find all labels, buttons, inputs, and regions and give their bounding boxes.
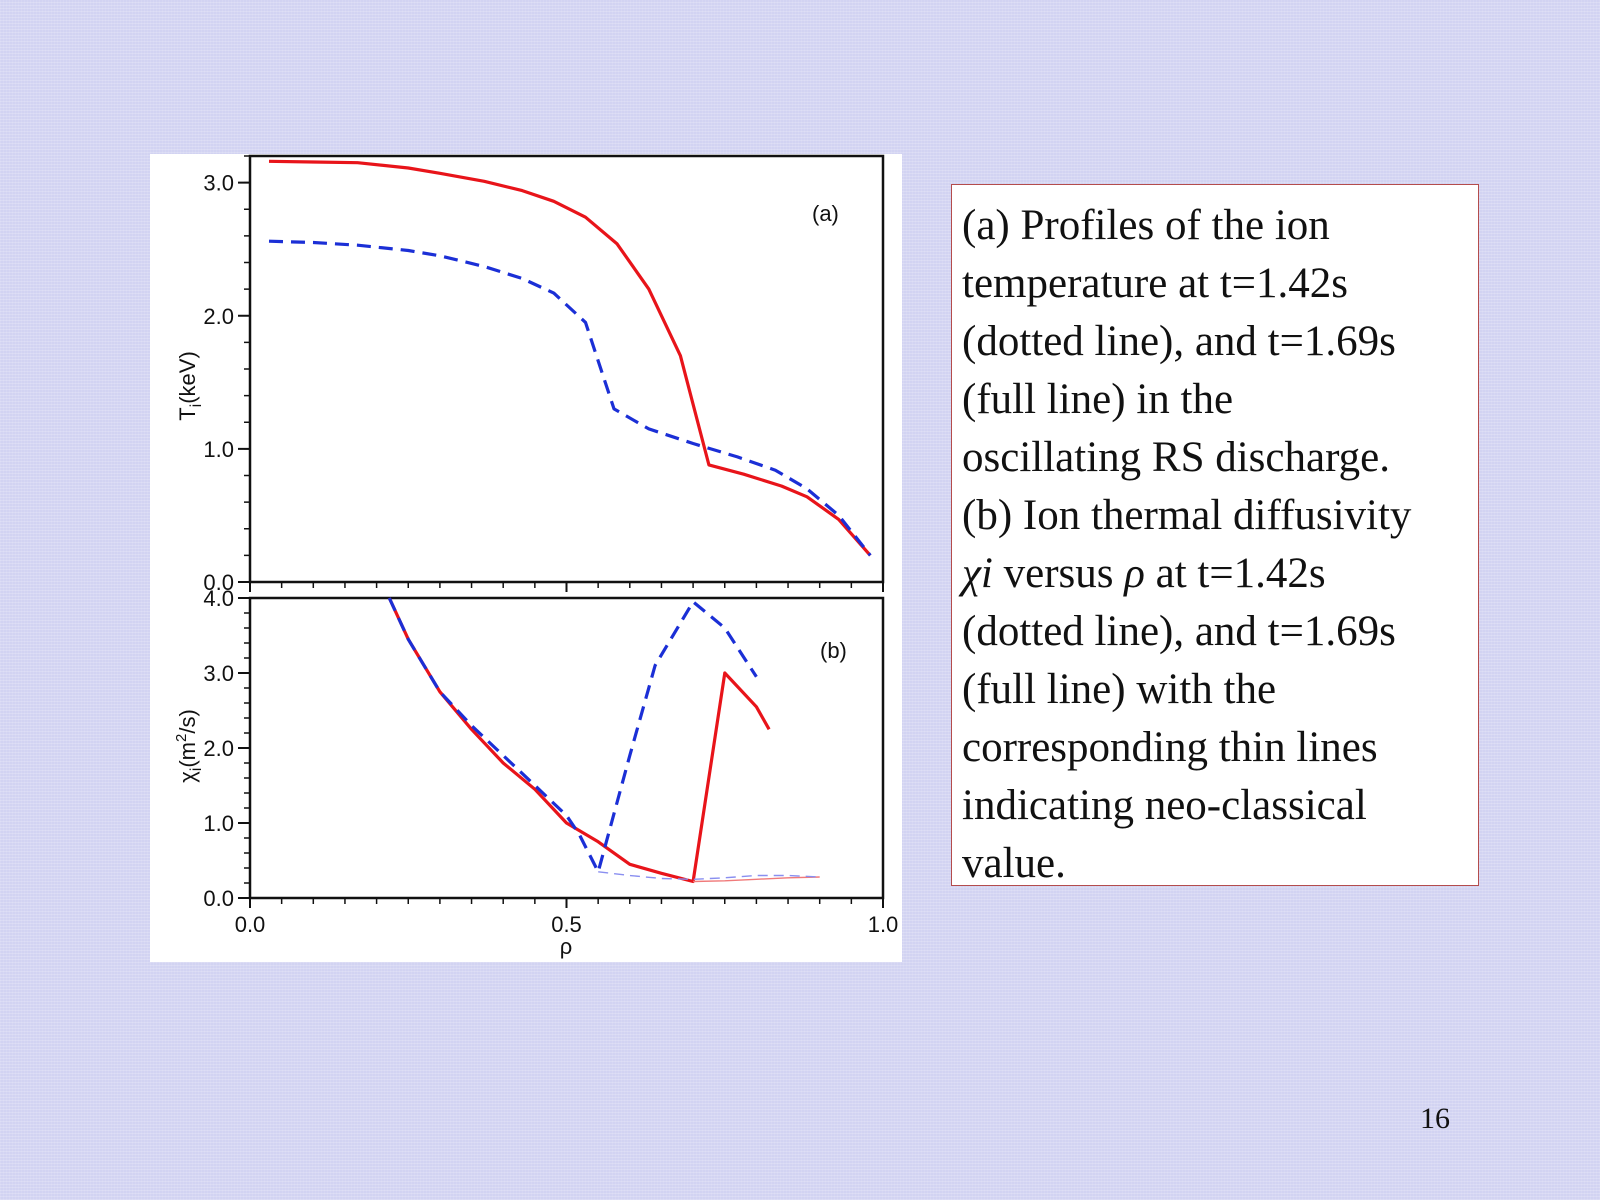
series-line-b-3 bbox=[598, 871, 820, 880]
y-tick-label: 3.0 bbox=[203, 661, 234, 686]
caption-line: value. bbox=[962, 840, 1066, 887]
series-layer bbox=[268, 159, 872, 884]
caption-line: (b) Ion thermal diffusivity bbox=[962, 492, 1412, 539]
series-line-a-0 bbox=[268, 159, 872, 557]
x-tick-label: 0.0 bbox=[235, 912, 266, 937]
figure-panel: 0.0 1.0 2.0 3.0 0.0 1.0 2.0 3.0 4.0 0.0 0.5 1.0 (a)… bbox=[150, 154, 902, 962]
caption-text: at t=1.42s bbox=[1144, 550, 1326, 597]
caption-line: (a) Profiles of the ion bbox=[962, 202, 1330, 249]
panel-b-ylabel: χi(m2/s) bbox=[173, 709, 205, 783]
caption-line: (dotted line), and t=1.69s bbox=[962, 608, 1396, 655]
caption-box: (a) Profiles of the ion temperature at t… bbox=[951, 184, 1479, 887]
series-line-b-1 bbox=[387, 597, 758, 874]
caption-line: (dotted line), and t=1.69s bbox=[962, 318, 1396, 365]
x-tick-label: 1.0 bbox=[868, 912, 899, 937]
chi-symbol: χi bbox=[962, 550, 993, 597]
series-line-b-0 bbox=[387, 597, 771, 884]
ticks-layer: 0.01.02.03.00.01.02.03.04.00.0 0.5 1.0 bbox=[203, 155, 899, 937]
y-tick-label: 2.0 bbox=[203, 304, 234, 329]
series-line-b-2 bbox=[693, 876, 820, 883]
panel-b-frame bbox=[248, 596, 885, 900]
x-tick-label: 0.5 bbox=[551, 912, 582, 937]
y-tick-label: 0.0 bbox=[203, 570, 234, 595]
x-axis-title: ρ bbox=[560, 934, 573, 959]
y-tick-label: 1.0 bbox=[203, 437, 234, 462]
y-tick-label: 1.0 bbox=[203, 811, 234, 836]
caption-text: versus bbox=[992, 550, 1125, 597]
y-tick-label: 2.0 bbox=[203, 736, 234, 761]
caption-line: corresponding thin lines bbox=[962, 724, 1378, 771]
rho-symbol: ρ bbox=[1124, 550, 1145, 597]
y-tick-label: 3.0 bbox=[203, 171, 234, 196]
caption-line: χi versus ρ at t=1.42s bbox=[962, 545, 1466, 603]
chart-canvas: 0.01.02.03.00.01.02.03.04.00.0 0.5 1.0 (a)… bbox=[173, 154, 899, 959]
caption-line: temperature at t=1.42s bbox=[962, 260, 1349, 307]
y-tick-label: 0.0 bbox=[203, 886, 234, 911]
caption-line: (full line) with the bbox=[962, 666, 1277, 713]
caption-line: (full line) in the bbox=[962, 376, 1234, 423]
caption-line: oscillating RS discharge. bbox=[962, 434, 1390, 481]
panel-a-ylabel: Ti(keV) bbox=[175, 351, 205, 421]
panel-b-label: (b) bbox=[820, 638, 847, 663]
series-line-a-1 bbox=[268, 239, 872, 557]
page-number: 16 bbox=[1420, 1102, 1450, 1135]
y-tick-label: 4.0 bbox=[203, 586, 234, 611]
panel-a-label: (a) bbox=[812, 201, 839, 226]
caption-line: indicating neo-classical bbox=[962, 782, 1367, 829]
panel-a-frame bbox=[248, 154, 885, 584]
